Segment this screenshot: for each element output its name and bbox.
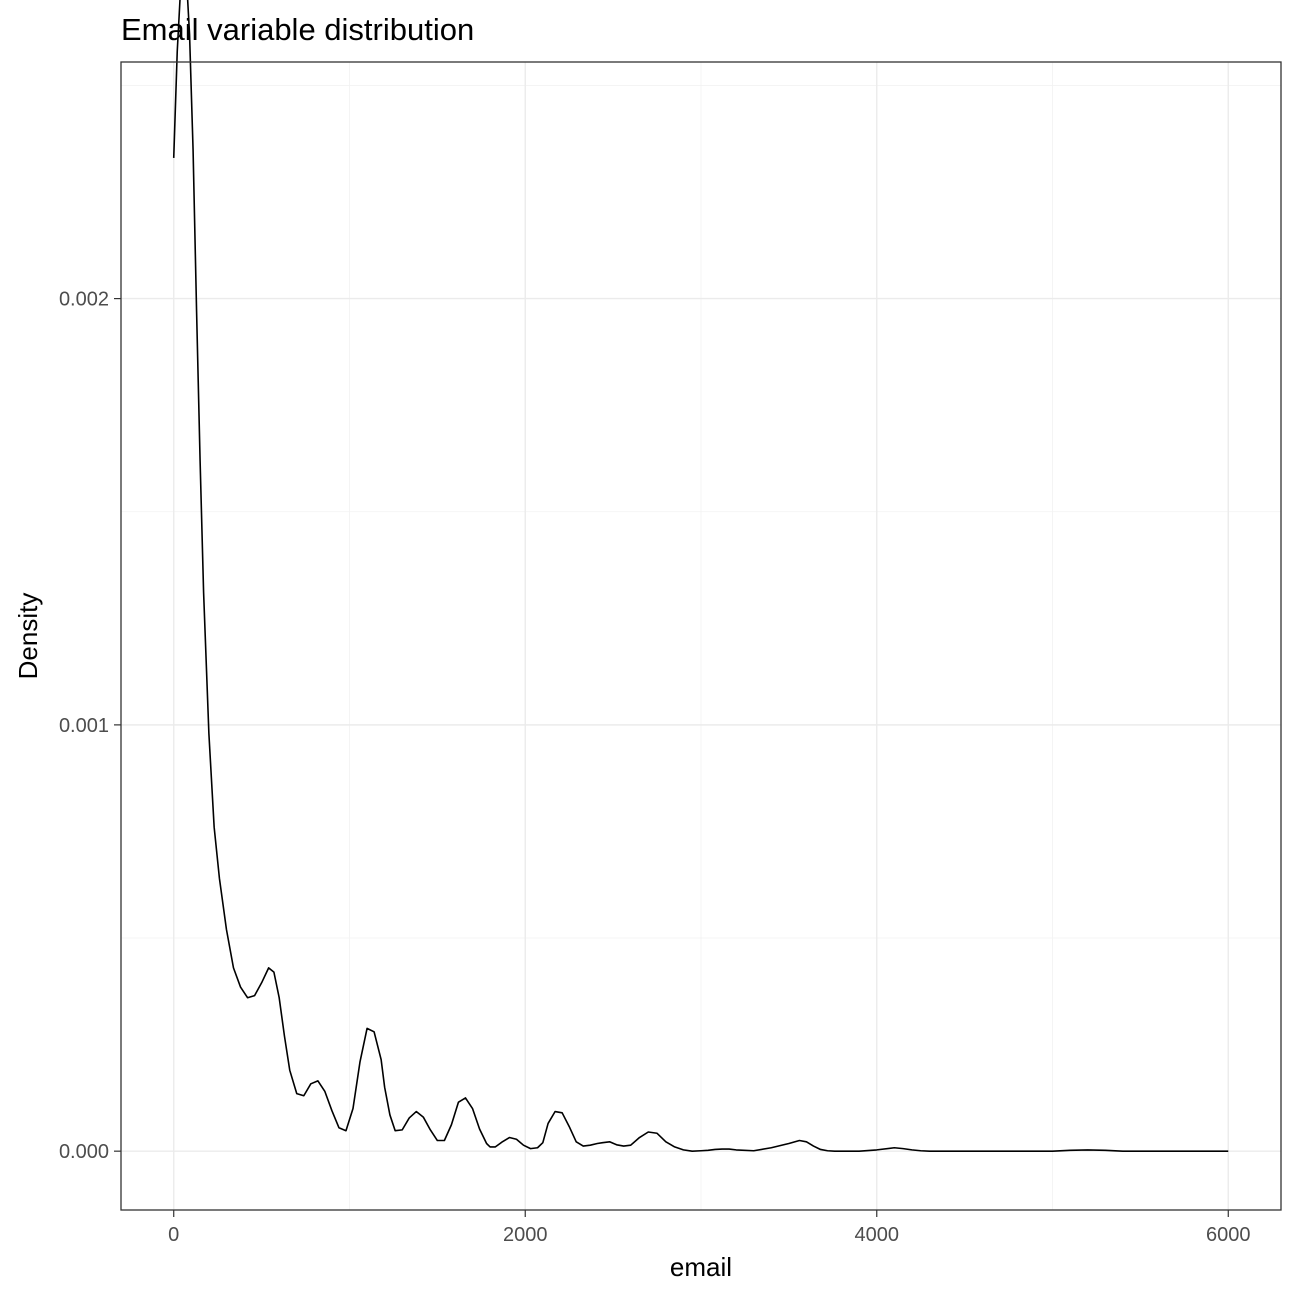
- x-tick-label: 6000: [1206, 1224, 1251, 1246]
- x-tick-label: 0: [168, 1224, 179, 1246]
- x-tick-label: 2000: [503, 1224, 548, 1246]
- chart-title: Email variable distribution: [121, 12, 474, 47]
- x-tick-label: 4000: [855, 1224, 900, 1246]
- axis-ticks: 0 2000 4000 6000 0.000 0.001 0.002: [59, 289, 1251, 1246]
- density-curve: [172, 0, 1229, 1152]
- y-axis-title: Density: [13, 593, 43, 680]
- y-tick-label: 0.000: [59, 1141, 109, 1163]
- y-tick-label: 0.001: [59, 715, 109, 737]
- x-axis-title: email: [670, 1252, 732, 1282]
- panel-border: [120, 61, 1282, 1211]
- y-tick-label: 0.002: [59, 289, 109, 311]
